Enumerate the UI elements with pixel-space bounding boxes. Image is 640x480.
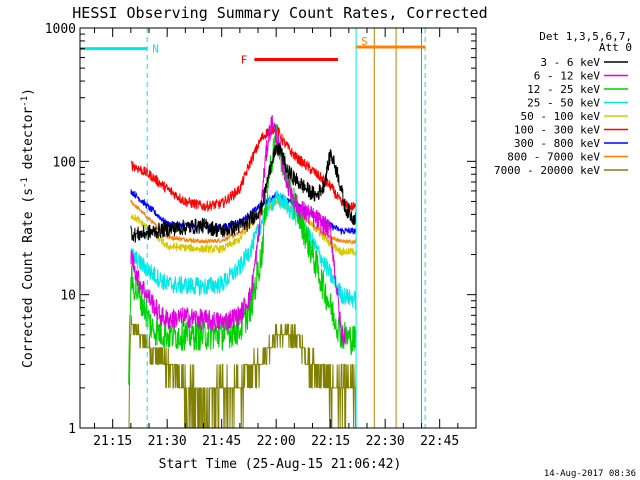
timestamp: 14-Aug-2017 08:36 [544,469,636,479]
legend-header-attenuator: Att 0 [599,41,632,54]
x-tick-label: 22:00 [257,434,296,449]
series-line-1 [130,115,346,345]
y-axis-label-tail: detector [21,107,36,178]
x-tick-label: 22:30 [366,434,405,449]
plot-lines: N F S [79,28,426,428]
legend-label-6: 300 - 800 keV [514,137,600,150]
y-tick-label: 100 [53,155,76,170]
y-tick-label: 10 [60,289,76,304]
x-tick-label: 22:15 [311,434,350,449]
series-line-3 [130,190,357,311]
legend-header-detectors: Det 1,3,5,6,7, [539,30,632,43]
plot-border [79,27,477,429]
x-tick-label: 21:45 [202,434,241,449]
y-tick-label: 1000 [45,22,76,37]
plot-frame [79,27,477,429]
series-line-0 [130,142,357,243]
y-tick-label: 1 [68,422,76,437]
legend-label-3: 25 - 50 keV [527,97,600,110]
y-axis-label-main: Corrected Count Rate (s [21,188,36,368]
legend-label-0: 3 - 6 keV [540,56,600,69]
y-axis: 1 10 100 1000 [45,22,476,437]
series-line-5 [130,124,357,213]
x-tick-label: 22:45 [420,434,459,449]
y-axis-label: Corrected Count Rate (s-1 detector-1) [20,88,36,368]
x-axis-label: Start Time (25-Aug-15 21:06:42) [159,457,402,472]
legend-label-2: 12 - 25 keV [527,83,600,96]
y-axis-label-sup1: -1 [20,177,30,188]
annotation-label-N: N [152,43,159,56]
series-line-4 [130,197,357,258]
y-axis-label-close: ) [21,88,36,96]
legend-label-4: 50 - 100 keV [521,110,601,123]
legend-label-7: 800 - 7000 keV [507,151,600,164]
x-tick-label: 21:30 [148,434,187,449]
x-axis: 21:15 21:30 21:45 22:00 22:15 22:30 22:45 [93,28,477,449]
x-tick-label: 21:15 [93,434,132,449]
series-line-8 [128,315,357,428]
y-axis-label-sup2: -1 [20,96,30,107]
annotation-label-F: F [241,54,248,67]
legend-label-1: 6 - 12 keV [534,70,601,83]
chart-title: HESSI Observing Summary Count Rates, Cor… [72,4,487,22]
legend-label-5: 100 - 300 keV [514,124,600,137]
series-line-2 [128,123,357,385]
legend-label-8: 7000 - 20000 keV [494,164,600,177]
annotation-label-S: S [361,35,368,48]
